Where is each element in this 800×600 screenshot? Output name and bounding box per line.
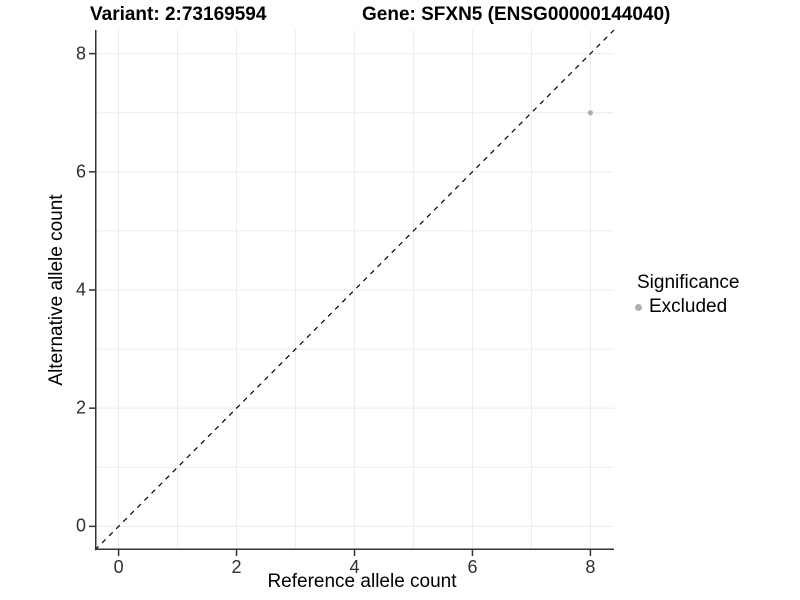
legend-item-label: Excluded — [649, 296, 728, 317]
identity-line — [94, 29, 615, 551]
legend-title: Significance — [637, 272, 740, 293]
plot-canvas — [89, 29, 615, 556]
legend-dot-icon — [634, 303, 642, 311]
y-tick-label: 0 — [75, 515, 86, 536]
x-tick-label: 8 — [585, 557, 596, 577]
legend-key — [630, 299, 646, 315]
y-tick-label: 2 — [75, 397, 86, 418]
x-tick-label: 6 — [467, 557, 478, 577]
y-axis-title: Alternative allele count — [46, 194, 67, 386]
x-tick-label: 4 — [349, 557, 360, 577]
y-tick-label: 8 — [75, 43, 86, 64]
x-tick-label: 0 — [113, 557, 124, 577]
y-tick-label: 4 — [75, 279, 86, 300]
x-axis-title: Reference allele count — [267, 571, 457, 592]
legend-item-excluded: Excluded — [630, 296, 739, 318]
x-tick-label: 2 — [231, 557, 242, 577]
plot-panel — [89, 29, 615, 556]
data-point — [587, 110, 594, 116]
legend: Significance Excluded — [630, 272, 739, 318]
plot-title-variant: Variant: 2:73169594 — [90, 4, 267, 25]
y-tick-label: 6 — [75, 161, 86, 182]
plot-title-gene: Gene: SFXN5 (ENSG00000144040) — [362, 4, 671, 25]
